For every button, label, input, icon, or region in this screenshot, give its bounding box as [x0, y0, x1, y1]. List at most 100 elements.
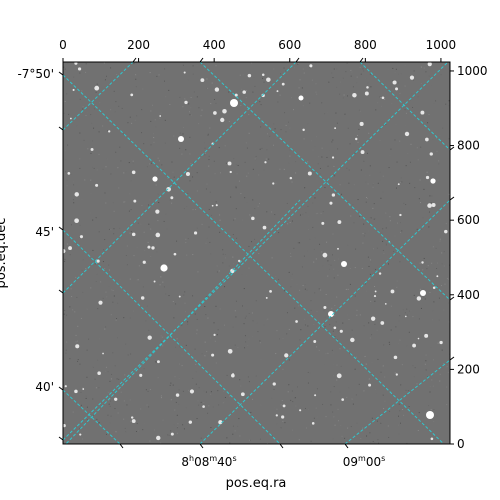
noise-pixel [284, 422, 286, 424]
star [395, 87, 399, 91]
noise-pixel [417, 429, 419, 431]
noise-pixel [441, 263, 443, 265]
noise-pixel [212, 406, 214, 408]
star [90, 147, 94, 151]
noise-pixel [322, 211, 324, 213]
star [211, 353, 215, 357]
noise-pixel [209, 241, 211, 243]
noise-pixel [298, 439, 300, 441]
noise-pixel [85, 395, 87, 397]
noise-pixel [225, 162, 227, 164]
noise-pixel [238, 180, 240, 182]
noise-pixel [245, 341, 247, 343]
noise-pixel [331, 349, 333, 351]
noise-pixel [107, 414, 109, 416]
noise-pixel [274, 440, 276, 442]
noise-pixel [337, 274, 339, 276]
noise-pixel [315, 258, 317, 260]
noise-pixel [435, 137, 437, 139]
noise-pixel [287, 292, 289, 294]
noise-pixel [394, 139, 396, 141]
noise-pixel [117, 167, 119, 169]
noise-pixel [338, 258, 340, 260]
star [79, 235, 84, 239]
noise-pixel [437, 262, 439, 264]
noise-pixel [345, 71, 347, 73]
star [229, 170, 232, 174]
noise-pixel [371, 362, 373, 364]
noise-pixel [401, 181, 403, 183]
noise-pixel [312, 226, 314, 228]
noise-pixel [353, 184, 355, 186]
noise-pixel [259, 342, 261, 344]
star [439, 340, 443, 345]
star [272, 382, 276, 386]
noise-pixel [332, 438, 334, 440]
noise-pixel [299, 79, 301, 81]
noise-pixel [196, 227, 198, 229]
noise-pixel [445, 223, 447, 225]
noise-pixel [87, 148, 89, 150]
noise-pixel [149, 199, 151, 201]
noise-pixel [340, 424, 342, 426]
noise-pixel [331, 72, 333, 74]
noise-pixel [123, 172, 125, 174]
grid-edge-tick [58, 386, 64, 391]
noise-pixel [79, 167, 81, 169]
star [339, 329, 343, 333]
star [299, 409, 302, 412]
noise-pixel [296, 283, 298, 285]
noise-pixel [198, 107, 200, 109]
star [265, 296, 268, 299]
noise-pixel [251, 336, 253, 338]
noise-pixel [136, 115, 138, 117]
noise-pixel [187, 323, 189, 325]
star [173, 252, 177, 256]
noise-pixel [402, 309, 404, 311]
noise-pixel [185, 149, 187, 151]
noise-pixel [342, 97, 344, 99]
noise-pixel [368, 112, 370, 114]
noise-pixel [165, 293, 167, 295]
noise-pixel [290, 286, 292, 288]
noise-pixel [214, 173, 216, 175]
noise-pixel [296, 65, 298, 67]
noise-pixel [336, 68, 338, 70]
noise-pixel [394, 71, 396, 73]
noise-pixel [438, 160, 440, 162]
noise-pixel [300, 329, 302, 331]
noise-pixel [387, 425, 389, 427]
noise-pixel [97, 308, 99, 310]
noise-pixel [91, 122, 93, 124]
noise-pixel [256, 102, 258, 104]
noise-pixel [377, 182, 379, 184]
noise-pixel [182, 106, 184, 108]
noise-pixel [433, 420, 435, 422]
noise-pixel [179, 132, 181, 134]
noise-pixel [374, 323, 376, 325]
noise-pixel [356, 76, 358, 78]
noise-pixel [219, 308, 221, 310]
noise-pixel [380, 97, 382, 99]
noise-pixel [224, 145, 226, 147]
noise-pixel [175, 430, 177, 432]
noise-pixel [374, 300, 376, 302]
noise-pixel [419, 202, 421, 204]
noise-pixel [287, 391, 289, 393]
noise-pixel [388, 167, 390, 169]
noise-pixel [176, 427, 178, 429]
noise-pixel [448, 193, 450, 195]
noise-pixel [448, 100, 450, 102]
noise-pixel [356, 422, 358, 424]
noise-pixel [173, 317, 175, 319]
noise-pixel [222, 402, 224, 404]
star [281, 415, 285, 419]
noise-pixel [355, 394, 357, 396]
noise-pixel [354, 295, 356, 297]
noise-pixel [255, 159, 257, 161]
noise-pixel [155, 247, 157, 249]
noise-pixel [86, 419, 88, 421]
noise-pixel [398, 73, 400, 75]
noise-pixel [250, 62, 252, 64]
noise-pixel [286, 312, 288, 314]
